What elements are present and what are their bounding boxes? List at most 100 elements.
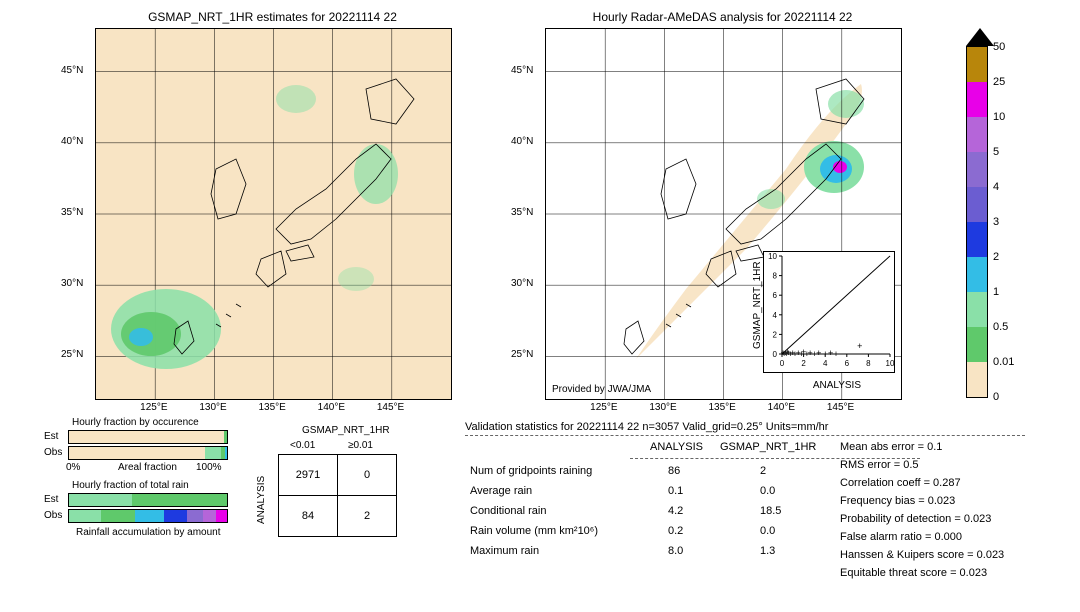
colorbar-label: 10 (993, 111, 1005, 123)
map-x-tick: 145°E (827, 402, 854, 413)
colorbar-label: 5 (993, 146, 999, 158)
bar-segment (205, 447, 221, 459)
map-y-tick: 40°N (511, 136, 533, 147)
map-y-tick: 40°N (61, 136, 83, 147)
stats-row-val1: 0.1 (668, 485, 683, 497)
map-x-tick: 130°E (199, 402, 226, 413)
bar-segment (69, 510, 101, 522)
map-left-title: GSMAP_NRT_1HR estimates for 20221114 22 (95, 10, 450, 24)
stats-row-val2: 2 (760, 465, 766, 477)
colorbar-segment (967, 257, 987, 292)
bar-row-label: Obs (44, 447, 62, 458)
bar-segment (187, 510, 203, 522)
bar-segment (164, 510, 188, 522)
bar-track (68, 509, 228, 523)
map-x-tick: 135°E (709, 402, 736, 413)
ctable-col-label: <0.01 (290, 440, 315, 451)
map-y-tick: 45°N (511, 65, 533, 76)
bar-segment (69, 431, 224, 443)
ctable-cell: 2 (338, 496, 397, 537)
stats-row-val1: 0.2 (668, 525, 683, 537)
stats-metric: Mean abs error = 0.1 (840, 441, 942, 453)
map-x-tick: 140°E (768, 402, 795, 413)
stats-row-val2: 0.0 (760, 485, 775, 497)
occurrence-xleft: 0% (66, 462, 80, 473)
stats-metric: Hanssen & Kuipers score = 0.023 (840, 549, 1004, 561)
stats-metric: False alarm ratio = 0.000 (840, 531, 962, 543)
ctable-col-header: GSMAP_NRT_1HR (302, 425, 390, 436)
svg-text:2: 2 (773, 330, 778, 339)
stats-metric: RMS error = 0.5 (840, 459, 919, 471)
svg-text:4: 4 (823, 359, 828, 368)
colorbar-segment (967, 327, 987, 362)
svg-text:10: 10 (768, 252, 777, 261)
svg-text:+: + (816, 348, 821, 358)
stats-row-val1: 86 (668, 465, 680, 477)
bar-segment (225, 447, 227, 459)
stats-row-val2: 1.3 (760, 545, 775, 557)
bar-segment (224, 431, 227, 443)
stats-title: Validation statistics for 20221114 22 n=… (465, 421, 828, 433)
ctable-cell: 2971 (279, 455, 338, 496)
map-x-tick: 125°E (140, 402, 167, 413)
bar-track (68, 493, 228, 507)
map-x-tick: 135°E (259, 402, 286, 413)
svg-text:6: 6 (845, 359, 850, 368)
bar-segment (203, 510, 216, 522)
bar-row-label: Est (44, 431, 58, 442)
ctable-cell: 84 (279, 496, 338, 537)
bar-track (68, 446, 228, 460)
bar-segment (69, 447, 205, 459)
bar-segment (101, 510, 136, 522)
map-y-tick: 30°N (511, 278, 533, 289)
colorbar-segment (967, 292, 987, 327)
colorbar-segment (967, 117, 987, 152)
stats-row-label: Average rain (470, 485, 532, 497)
colorbar-segment (967, 47, 987, 82)
ctable-cell: 0 (338, 455, 397, 496)
map-y-tick: 35°N (511, 207, 533, 218)
colorbar-label: 25 (993, 76, 1005, 88)
map-x-tick: 145°E (377, 402, 404, 413)
stats-col-analysis: ANALYSIS (650, 441, 703, 453)
svg-text:+: + (857, 341, 862, 351)
occurrence-xright: 100% (196, 462, 222, 473)
svg-text:0: 0 (773, 350, 778, 359)
colorbar-segment (967, 152, 987, 187)
colorbar-label: 3 (993, 216, 999, 228)
map-left-panel (95, 28, 452, 400)
ctable-row-header: ANALYSIS (256, 476, 267, 524)
colorbar-segment (967, 222, 987, 257)
colorbar-label: 0.01 (993, 356, 1014, 368)
occurrence-xlabel: Areal fraction (118, 462, 177, 473)
bar-segment (216, 510, 227, 522)
scatter-ylabel: GSMAP_NRT_1HR (752, 261, 763, 349)
colorbar-segment (967, 187, 987, 222)
map-y-tick: 25°N (511, 349, 533, 360)
scatter-svg: 00224466881010++++++++++++++++++++ (764, 252, 894, 372)
map-x-tick: 125°E (590, 402, 617, 413)
scatter-xlabel: ANALYSIS (813, 380, 861, 391)
svg-text:6: 6 (773, 291, 778, 300)
ctable-col-label: ≥0.01 (348, 440, 373, 451)
stats-row-label: Num of gridpoints raining (470, 465, 592, 477)
map-y-tick: 30°N (61, 278, 83, 289)
stats-row-val1: 8.0 (668, 545, 683, 557)
stats-metric: Correlation coeff = 0.287 (840, 477, 961, 489)
map-left-svg (96, 29, 451, 399)
svg-text:8: 8 (773, 272, 778, 281)
colorbar-segment (967, 362, 987, 397)
bar-row-label: Est (44, 494, 58, 505)
map-right-panel: Provided by JWA/JMA 00224466881010++++++… (545, 28, 902, 400)
colorbar-label: 4 (993, 181, 999, 193)
colorbar-label: 2 (993, 251, 999, 263)
page-root: GSMAP_NRT_1HR estimates for 20221114 22 … (0, 0, 1080, 612)
colorbar-label: 50 (993, 41, 1005, 53)
bar-segment (132, 494, 227, 506)
occurrence-title: Hourly fraction by occurence (72, 417, 199, 428)
scatter-inset: 00224466881010++++++++++++++++++++ (763, 251, 895, 373)
map-right-title: Hourly Radar-AMeDAS analysis for 2022111… (545, 10, 900, 24)
svg-text:+: + (833, 349, 838, 359)
colorbar: 502510543210.50.010 (966, 46, 988, 398)
colorbar-segment (967, 82, 987, 117)
